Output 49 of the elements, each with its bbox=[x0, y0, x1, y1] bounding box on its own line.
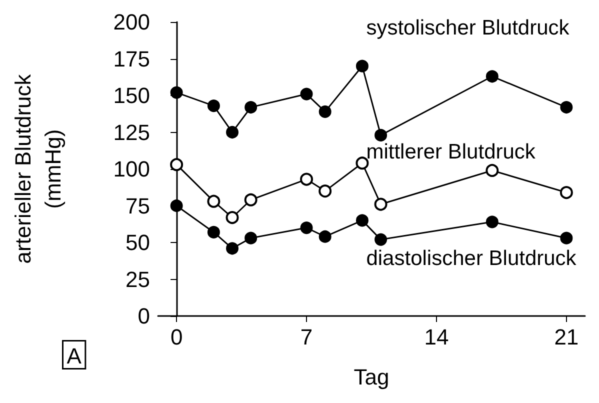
text: A bbox=[66, 343, 82, 368]
point bbox=[300, 172, 314, 186]
x-tick-label: 21 bbox=[554, 324, 579, 350]
y-axis-title: arterieller Blutdruck (mmHg) bbox=[10, 73, 66, 264]
point bbox=[486, 70, 498, 83]
point bbox=[356, 60, 368, 72]
x-tick-label: 7 bbox=[300, 324, 313, 350]
point bbox=[170, 200, 183, 212]
point bbox=[300, 88, 313, 100]
point bbox=[560, 232, 573, 244]
point bbox=[207, 194, 220, 208]
point bbox=[170, 158, 184, 172]
point bbox=[560, 186, 573, 200]
point bbox=[244, 193, 258, 206]
point bbox=[318, 105, 332, 118]
y-tick-label: 100 bbox=[113, 156, 150, 182]
point bbox=[374, 128, 388, 142]
point bbox=[486, 216, 498, 228]
point bbox=[170, 86, 183, 99]
point bbox=[374, 198, 388, 211]
point bbox=[560, 101, 573, 114]
point bbox=[486, 164, 499, 177]
y-tick-label: 25 bbox=[126, 266, 150, 292]
y-tick-label: 200 bbox=[113, 10, 150, 34]
point bbox=[207, 100, 220, 112]
x-axis-title: Tag bbox=[354, 364, 390, 390]
point bbox=[356, 214, 368, 227]
point bbox=[300, 222, 313, 234]
point bbox=[318, 230, 332, 243]
y-tick-label: 125 bbox=[113, 120, 150, 145]
point bbox=[244, 232, 258, 244]
point bbox=[318, 184, 332, 198]
point bbox=[356, 156, 369, 170]
y-tick-label: 175 bbox=[113, 46, 150, 72]
series-label: mittlerer Blutdruck bbox=[366, 140, 536, 164]
point bbox=[226, 211, 239, 224]
y-tick-label: 75 bbox=[126, 193, 150, 218]
y-tick-label: 150 bbox=[113, 83, 150, 108]
series-label: diastolischer Blutdruck bbox=[366, 246, 577, 270]
y-tick-label: 50 bbox=[126, 230, 150, 255]
series-label: systolischer Blutdruck bbox=[366, 16, 570, 40]
point bbox=[207, 226, 220, 238]
point bbox=[226, 126, 239, 138]
point bbox=[374, 233, 388, 246]
x-tick-label: 14 bbox=[424, 324, 449, 350]
x-tick-label: 0 bbox=[170, 324, 183, 350]
y-tick-label: 0 bbox=[138, 304, 150, 328]
point bbox=[244, 101, 258, 114]
point bbox=[226, 242, 239, 255]
